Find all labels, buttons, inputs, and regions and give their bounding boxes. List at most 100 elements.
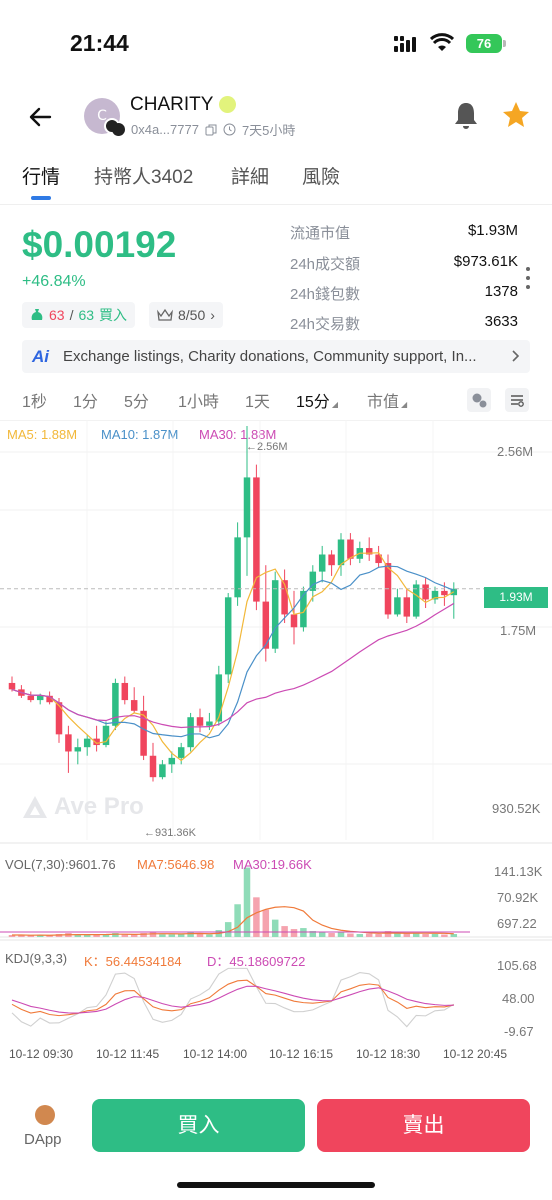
ave-logo-icon [23, 796, 47, 818]
vol-tick-mid: 70.92K [497, 890, 539, 905]
kdj-k-line [11, 979, 454, 1017]
volume-bar [196, 934, 204, 937]
volume-bar [74, 934, 82, 937]
tf-mcap[interactable]: 市值 ◢ [367, 388, 407, 412]
candle-body [328, 554, 335, 566]
indicator-toggle-icon[interactable] [467, 388, 491, 412]
stat-label-wallets: 24h錢包數 [290, 286, 361, 303]
volume-bar [27, 935, 35, 937]
candlestick-chart[interactable] [0, 420, 552, 1070]
x-tick: 10-12 16:15 [269, 1047, 334, 1061]
x-tick: 10-12 18:30 [356, 1047, 421, 1061]
buyers-slash: / [69, 307, 74, 323]
candle-body [36, 695, 44, 701]
chart-settings-icon[interactable] [505, 388, 529, 412]
volume-bar [234, 904, 241, 937]
buy-button[interactable]: 買入 [92, 1099, 305, 1152]
volume-bar [206, 934, 213, 937]
token-address[interactable]: 0x4a...7777 [131, 122, 199, 137]
volume-bar [253, 897, 260, 937]
tf-15m[interactable]: 15分 ◢ [296, 388, 338, 412]
candle-body [431, 590, 439, 600]
dapp-label[interactable]: DApp [24, 1131, 62, 1148]
signal-icon [394, 36, 416, 52]
candle-body [300, 590, 307, 628]
copy-icon[interactable] [205, 124, 217, 136]
kdj-j-line [11, 967, 455, 1028]
volume-bar [412, 933, 420, 937]
stat-value-volume: $973.61K [453, 253, 518, 270]
price-change: +46.84% [22, 273, 86, 290]
volume-bar [36, 935, 44, 937]
tf-1s[interactable]: 1秒 [22, 394, 47, 411]
volume-bar [318, 932, 326, 937]
candle-body [271, 580, 279, 649]
volume-bar [300, 928, 307, 937]
y-tick-top: 2.56M [497, 444, 534, 459]
tab-details[interactable]: 詳細 [231, 167, 270, 188]
candle-body [168, 757, 176, 765]
tab-holders[interactable]: 持幣人3402 [94, 167, 194, 188]
tf-1h[interactable]: 1小時 [178, 394, 219, 411]
ai-summary-bar[interactable]: Ai Exchange listings, Charity donations,… [22, 340, 530, 373]
stat-label-volume: 24h成交額 [290, 256, 361, 273]
stat-value-trades: 3633 [484, 313, 518, 330]
sell-button[interactable]: 賣出 [317, 1099, 530, 1152]
chart-top-divider [0, 420, 552, 421]
current-price: $0.00192 [22, 224, 177, 265]
chevron-right-icon: › [210, 307, 215, 323]
volume-bar [271, 919, 279, 937]
candle-body [46, 695, 53, 703]
timeframe-selector: 1秒 1分 5分 1小時 1天 15分 ◢ 市值 ◢ [0, 388, 552, 414]
tab-risk[interactable]: 風險 [302, 167, 341, 188]
status-bar: 21:44 76 [0, 0, 552, 80]
candle-body [102, 725, 110, 746]
bell-icon[interactable] [452, 100, 480, 130]
back-arrow-icon[interactable] [26, 102, 56, 132]
verified-icon [219, 96, 236, 113]
stat-label-trades: 24h交易數 [290, 316, 361, 333]
volume-bar [140, 933, 147, 937]
current-price-tag: 1.93M [484, 587, 548, 608]
tab-market[interactable]: 行情 [22, 167, 61, 188]
volume-bar [224, 922, 232, 937]
volume-bar [431, 934, 439, 937]
candle-body [365, 548, 373, 555]
candle-body [234, 537, 241, 598]
dapp-icon[interactable] [35, 1105, 55, 1125]
tf-1m[interactable]: 1分 [73, 394, 98, 411]
home-indicator [177, 1182, 375, 1188]
top-holders-chip[interactable]: 8/50 › [149, 302, 223, 328]
volume-bar [168, 934, 176, 937]
volume-bar [112, 933, 119, 937]
tf-1d[interactable]: 1天 [245, 394, 270, 411]
detail-tabs: 行情 持幣人3402 詳細 風險 [0, 160, 552, 204]
candle-body [290, 614, 298, 628]
candle-body [121, 682, 129, 701]
candle-body [196, 717, 204, 726]
token-age: 7天5小時 [241, 123, 296, 138]
max-annotation: ←2.56M [246, 441, 288, 453]
volume-bar [159, 934, 166, 937]
kdj-tick-bottom: -9.67 [504, 1024, 534, 1039]
favorite-star-icon[interactable] [501, 100, 531, 130]
chevron-right-icon [512, 350, 520, 362]
x-tick: 10-12 14:00 [183, 1047, 248, 1061]
vol-legend: VOL(7,30):9601.76 [5, 857, 116, 872]
candle-body [159, 764, 166, 778]
dropdown-arrow-icon: ◢ [401, 400, 408, 409]
volume-bar [375, 934, 382, 937]
volume-bar [441, 934, 448, 937]
more-vertical-icon[interactable] [524, 264, 532, 292]
dropdown-arrow-icon: ◢ [331, 400, 338, 409]
candle-body [55, 702, 63, 735]
kdj-legend: KDJ(9,3,3) [5, 951, 68, 966]
x-tick: 10-12 09:30 [9, 1047, 74, 1061]
volume-bar [337, 932, 345, 937]
bottom-action-bar: DApp 買入 賣出 [0, 1085, 552, 1200]
candle-body [318, 554, 326, 572]
volume-bar [403, 933, 411, 937]
volume-bar [365, 933, 373, 937]
buyers-chip[interactable]: 63/63 買入 [22, 302, 136, 328]
tf-5m[interactable]: 5分 [124, 394, 149, 411]
